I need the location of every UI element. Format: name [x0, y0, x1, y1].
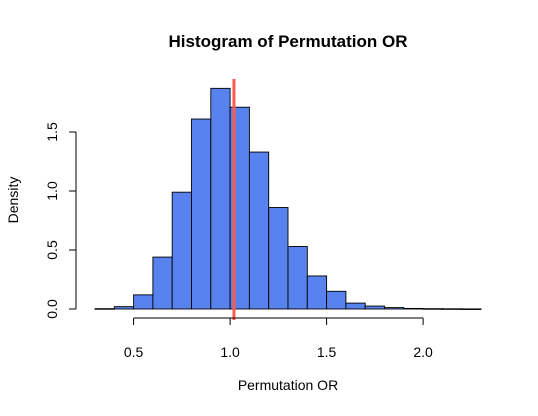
- histogram-bar: [268, 207, 289, 310]
- y-tick-label: 1.0: [44, 181, 60, 201]
- histogram-bar: [152, 256, 173, 310]
- histogram-bar: [191, 118, 212, 310]
- histogram-bar: [171, 191, 192, 310]
- histogram-bar: [345, 302, 366, 310]
- y-tick-label: 0.5: [44, 240, 60, 260]
- histogram-bars: [94, 87, 482, 310]
- histogram-bar: [210, 87, 231, 310]
- histogram-bar: [248, 151, 270, 310]
- x-tick-label: 2.0: [413, 344, 433, 360]
- histogram-bar: [422, 308, 443, 310]
- histogram-bar: [113, 306, 135, 310]
- x-axis: 0.5 1.0 1.5 2.0: [124, 317, 433, 360]
- histogram-bar: [287, 246, 308, 310]
- histogram-bar: [94, 308, 115, 310]
- histogram-bar: [384, 307, 405, 310]
- y-tick-label: 1.5: [44, 122, 60, 142]
- x-tick-label: 1.0: [220, 344, 240, 360]
- y-axis: 0.0 0.5 1.0 1.5: [44, 122, 77, 319]
- y-axis-label: Density: [5, 177, 21, 224]
- histogram-bar: [133, 294, 154, 310]
- histogram-bar: [461, 308, 482, 310]
- histogram-bar: [326, 290, 347, 310]
- histogram-bar: [403, 307, 424, 310]
- x-tick-label: 0.5: [124, 344, 144, 360]
- x-axis-label: Permutation OR: [238, 377, 338, 393]
- histogram-bar: [441, 308, 463, 310]
- histogram-bar: [364, 305, 385, 310]
- x-tick-label: 1.5: [317, 344, 337, 360]
- histogram-bar: [306, 275, 328, 310]
- chart-title: Histogram of Permutation OR: [169, 32, 408, 51]
- y-tick-label: 0.0: [44, 299, 60, 319]
